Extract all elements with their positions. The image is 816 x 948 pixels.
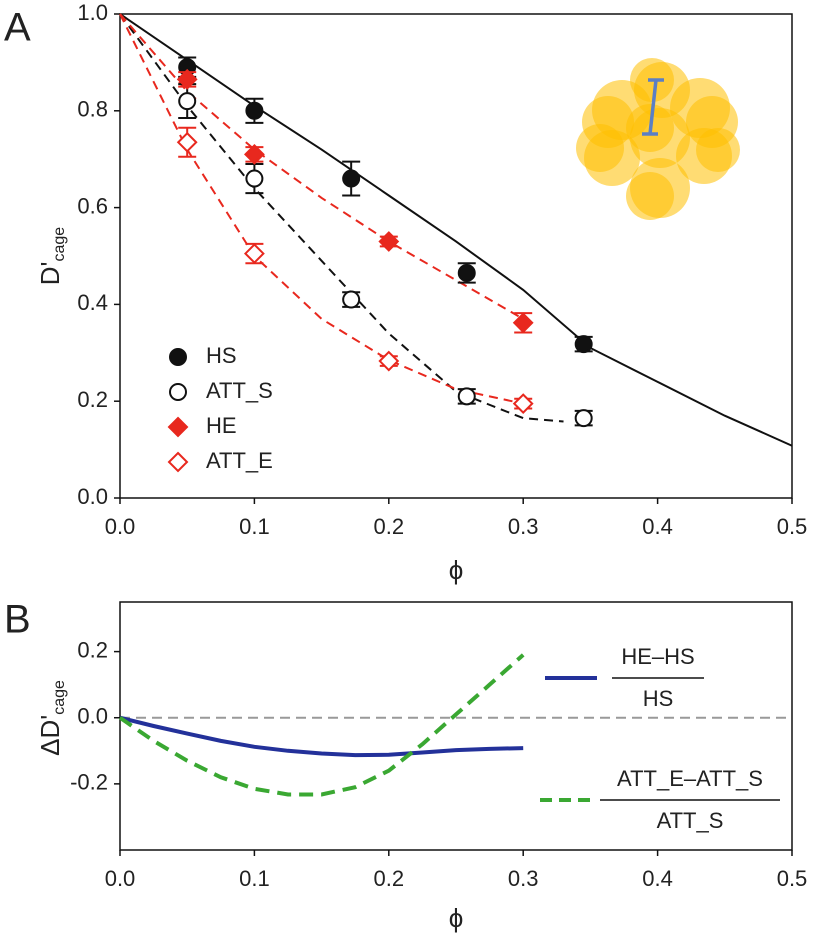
marker bbox=[245, 101, 264, 120]
y-tick-label: 0.6 bbox=[77, 193, 108, 218]
plot-frame bbox=[119, 13, 793, 499]
y-tick-label: 0.0 bbox=[77, 704, 108, 729]
plot-frame bbox=[119, 601, 793, 851]
x-tick-label: 0.0 bbox=[105, 866, 136, 891]
x-tick-label: 0.0 bbox=[105, 514, 136, 539]
x-tick-label: 0.2 bbox=[374, 866, 405, 891]
x-tick-label: 0.4 bbox=[642, 514, 673, 539]
panel-label: A bbox=[4, 6, 31, 50]
y-axis-title-sub: cage bbox=[51, 227, 68, 262]
y-tick-label: 0.2 bbox=[77, 637, 108, 662]
legend-denominator: ATT_S bbox=[657, 808, 724, 833]
legend-label: ATT_E bbox=[206, 448, 273, 473]
marker bbox=[457, 263, 476, 282]
fit-line bbox=[119, 13, 793, 447]
data-line bbox=[118, 653, 525, 797]
marker bbox=[378, 350, 400, 372]
legend-numerator: ATT_E–ATT_S bbox=[617, 766, 763, 791]
x-tick-label: 0.5 bbox=[777, 514, 808, 539]
marker bbox=[574, 335, 593, 354]
legend-numerator: HE–HS bbox=[621, 644, 694, 669]
marker bbox=[176, 131, 198, 153]
x-tick-label: 0.3 bbox=[508, 514, 539, 539]
y-tick-label: 0.0 bbox=[77, 484, 108, 509]
marker bbox=[512, 393, 534, 415]
x-tick-label: 0.1 bbox=[239, 514, 270, 539]
x-tick-label: 0.3 bbox=[508, 866, 539, 891]
y-axis-title-main: D' bbox=[35, 261, 65, 285]
marker bbox=[176, 68, 198, 90]
y-tick-label: 0.8 bbox=[77, 97, 108, 122]
marker bbox=[167, 416, 189, 438]
x-axis-title: ϕ bbox=[449, 555, 464, 585]
x-tick-label: 0.1 bbox=[239, 866, 270, 891]
legend-label: HS bbox=[206, 343, 237, 368]
cage-illustration bbox=[576, 58, 740, 220]
marker bbox=[243, 143, 265, 165]
y-tick-label: -0.2 bbox=[70, 770, 108, 795]
marker bbox=[178, 92, 197, 111]
y-tick-label: 1.0 bbox=[77, 0, 108, 25]
y-axis-title: D'cage bbox=[35, 227, 68, 286]
data-line bbox=[119, 715, 524, 758]
y-tick-label: 0.4 bbox=[77, 290, 108, 315]
legend-label: ATT_S bbox=[206, 378, 273, 403]
marker bbox=[512, 312, 534, 334]
marker bbox=[342, 290, 361, 309]
marker bbox=[167, 451, 189, 473]
x-tick-label: 0.5 bbox=[777, 866, 808, 891]
legend-denominator: HS bbox=[643, 686, 674, 711]
x-axis-title: ϕ bbox=[449, 903, 464, 933]
legend-label: HE bbox=[206, 413, 237, 438]
marker bbox=[169, 383, 187, 401]
marker bbox=[243, 243, 265, 264]
y-tick-label: 0.2 bbox=[77, 387, 108, 412]
marker bbox=[574, 409, 593, 428]
y-axis-title-sub: cage bbox=[51, 680, 68, 715]
marker bbox=[378, 231, 400, 252]
y-axis-title: ΔD'cage bbox=[35, 680, 68, 756]
marker bbox=[169, 348, 187, 366]
x-tick-label: 0.4 bbox=[642, 866, 673, 891]
marker bbox=[245, 169, 264, 188]
panel-label: B bbox=[4, 598, 31, 642]
fit-line bbox=[119, 13, 524, 320]
x-tick-label: 0.2 bbox=[374, 514, 405, 539]
cage-distance-marker bbox=[642, 78, 664, 136]
y-axis-title-main: ΔD' bbox=[35, 715, 65, 756]
marker bbox=[457, 387, 476, 406]
marker bbox=[342, 169, 361, 188]
